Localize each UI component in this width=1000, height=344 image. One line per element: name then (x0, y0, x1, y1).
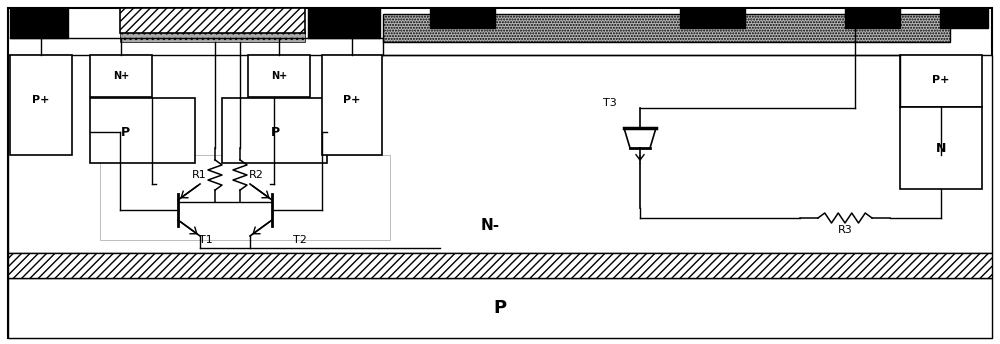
Bar (90, 98, 195, 163)
Bar (90, 55, 152, 97)
Bar (940, 8, 988, 28)
Bar (680, 8, 745, 28)
Text: N+: N+ (271, 71, 287, 81)
Text: P+: P+ (32, 95, 50, 105)
Text: N+: N+ (113, 71, 129, 81)
Text: R3: R3 (838, 225, 852, 235)
Text: R1: R1 (192, 170, 206, 180)
Text: T2: T2 (293, 235, 307, 245)
Bar (900, 55, 982, 107)
Bar (430, 8, 495, 28)
Bar (120, 8, 305, 33)
Text: R2: R2 (249, 170, 263, 180)
Text: P: P (120, 126, 130, 139)
Text: N: N (936, 141, 946, 154)
Bar (100, 155, 390, 240)
Bar (383, 14, 950, 42)
Bar (222, 98, 327, 163)
Bar (8, 278, 992, 338)
Bar (845, 8, 900, 28)
Text: P+: P+ (932, 75, 950, 85)
Bar (322, 55, 382, 155)
Bar (308, 8, 380, 38)
Bar (10, 8, 68, 38)
Text: T1: T1 (199, 235, 213, 245)
Bar (120, 30, 305, 42)
Bar (8, 55, 992, 253)
Bar (8, 253, 992, 278)
Bar (248, 55, 310, 97)
Text: T3: T3 (603, 98, 617, 108)
Text: P: P (493, 299, 507, 317)
Text: P: P (270, 126, 280, 139)
Bar (900, 107, 982, 189)
Bar (10, 55, 72, 155)
Text: N-: N- (480, 217, 500, 233)
Text: P+: P+ (343, 95, 361, 105)
